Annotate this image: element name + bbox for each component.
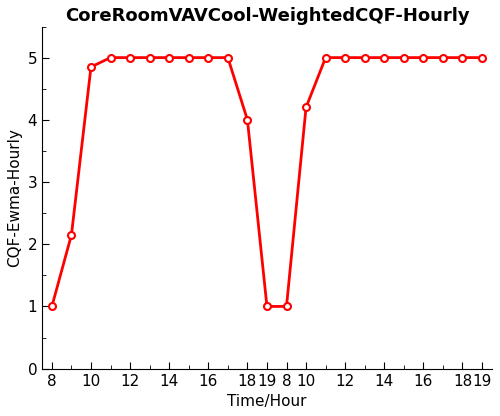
- Y-axis label: CQF-Ewma-Hourly: CQF-Ewma-Hourly: [7, 128, 22, 267]
- Title: CoreRoomVAVCool-WeightedCQF-Hourly: CoreRoomVAVCool-WeightedCQF-Hourly: [64, 7, 469, 25]
- X-axis label: Time/Hour: Time/Hour: [227, 394, 306, 409]
